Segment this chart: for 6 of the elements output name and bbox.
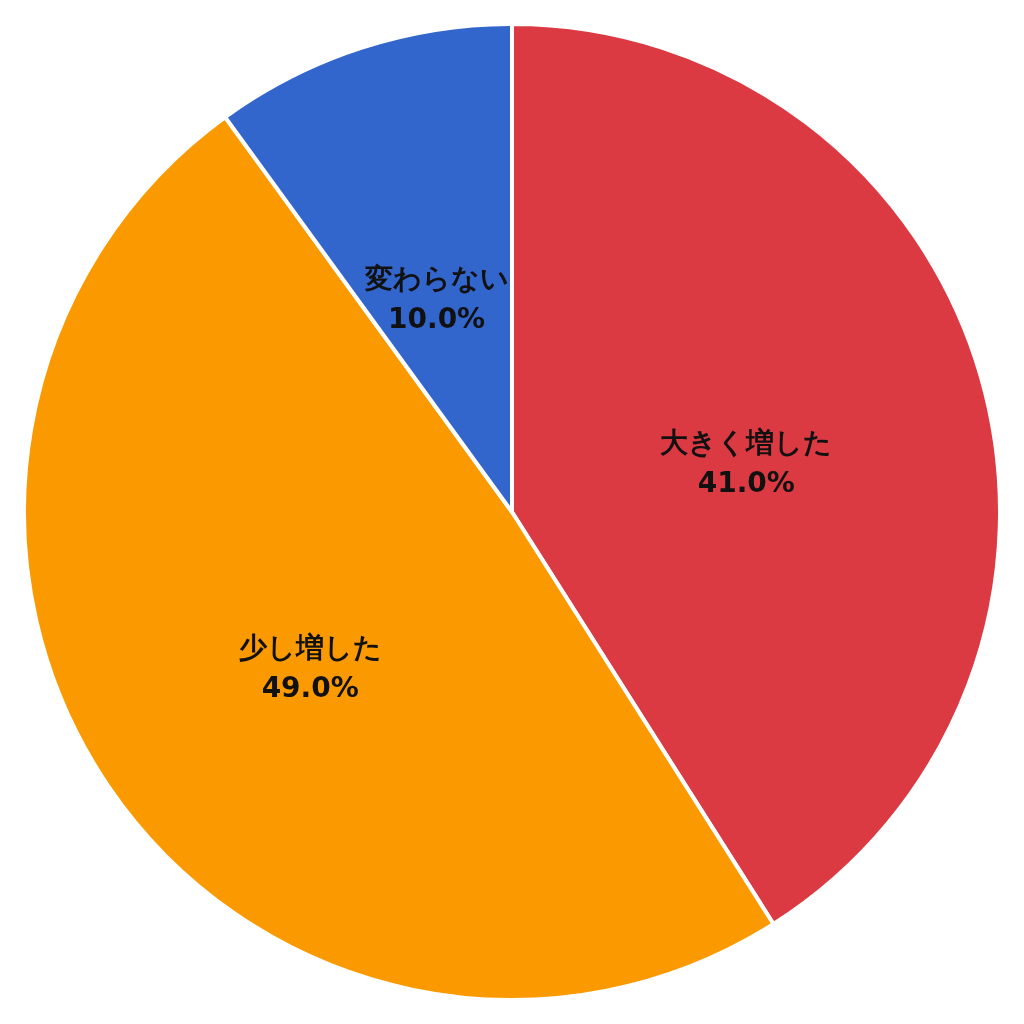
slice-label: 変わらない bbox=[363, 261, 509, 295]
data-label: 41.0% bbox=[697, 465, 795, 499]
data-label: 10.0% bbox=[388, 301, 486, 335]
slice-label: 大きく増した bbox=[660, 425, 833, 459]
data-label: 49.0% bbox=[261, 671, 359, 705]
slice-label: 少し増した bbox=[238, 631, 382, 665]
